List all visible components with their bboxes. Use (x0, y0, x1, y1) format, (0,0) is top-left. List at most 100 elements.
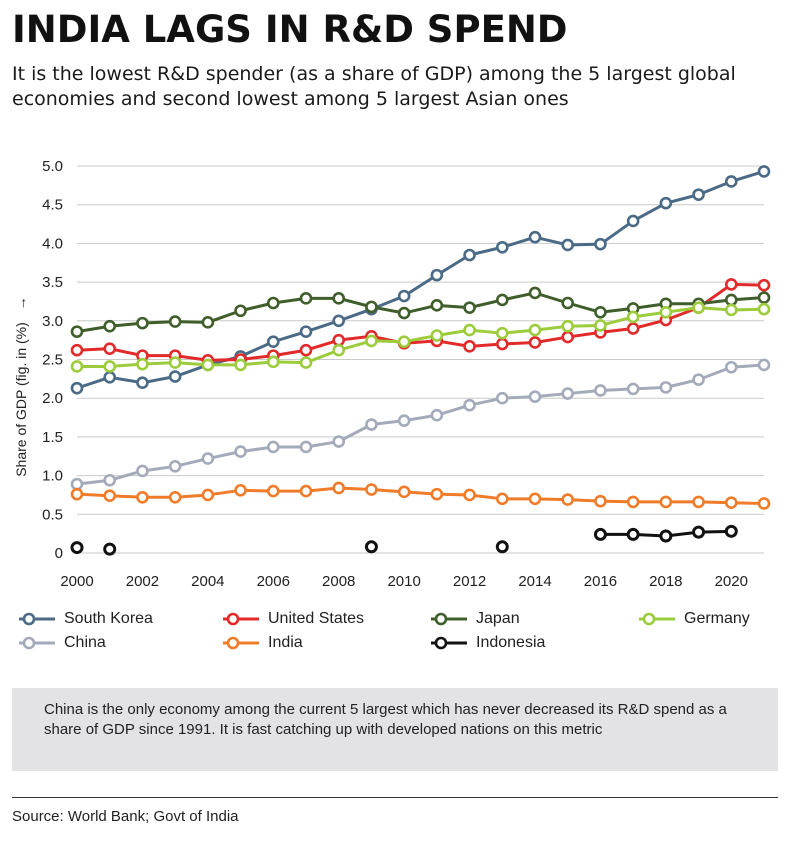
y-tick-label: 4.5 (42, 197, 63, 214)
data-point-india (234, 484, 247, 497)
data-point-china (757, 358, 771, 372)
data-point-indonesia (659, 529, 673, 543)
data-point-india (528, 492, 542, 506)
data-point-india (365, 483, 378, 496)
data-point-united-states (528, 336, 542, 349)
y-tick-label: 1.0 (42, 468, 63, 485)
data-point-india (136, 490, 149, 504)
data-point-indonesia (495, 540, 509, 554)
data-point-china (299, 440, 313, 454)
series-line-japan (76, 291, 765, 334)
legend-label: Germany (684, 610, 750, 627)
x-tick-label: 2000 (60, 573, 93, 590)
series-line-germany (77, 306, 765, 368)
x-tick-label: 2016 (584, 573, 617, 590)
data-point-indonesia (593, 527, 607, 541)
x-tick-label: 2012 (453, 573, 486, 590)
data-point-japan (103, 319, 117, 333)
data-point-south-korea (299, 325, 313, 338)
data-point-india (70, 487, 84, 501)
data-point-germany (626, 310, 640, 324)
legend-item-india: India (222, 634, 303, 652)
legend-swatch-india (223, 636, 259, 650)
data-point-south-korea (528, 230, 542, 244)
data-point-china (528, 390, 542, 403)
data-point-germany (103, 360, 117, 373)
data-point-japan (299, 292, 313, 305)
data-point-indonesia (364, 540, 378, 554)
legend-label: China (64, 634, 106, 651)
data-point-indonesia (70, 541, 84, 555)
data-point-india (299, 484, 313, 498)
series-line-india (76, 486, 765, 505)
data-point-south-korea (70, 381, 84, 395)
data-point-germany (659, 305, 673, 319)
data-point-india (397, 485, 411, 499)
data-point-japan (365, 300, 378, 314)
data-point-japan (430, 299, 444, 312)
legend-label: Japan (476, 610, 520, 627)
data-point-japan (136, 316, 149, 330)
data-point-south-korea (332, 314, 346, 328)
data-point-germany (299, 356, 313, 369)
data-point-united-states (103, 342, 117, 355)
x-tick-label: 2020 (715, 573, 748, 590)
data-point-india (757, 497, 771, 510)
data-point-south-korea (266, 335, 280, 348)
data-point-india (201, 488, 215, 502)
data-point-china (332, 435, 346, 448)
data-point-united-states (495, 337, 509, 351)
data-point-germany (397, 335, 411, 348)
x-tick-label: 2006 (257, 573, 290, 590)
data-point-china (266, 440, 280, 454)
data-point-south-korea (692, 188, 705, 201)
data-point-south-korea (168, 370, 182, 383)
series-line-china (76, 363, 765, 486)
series-line-south-korea (76, 169, 765, 390)
series-line-united-states (76, 282, 765, 362)
legend-item-south-korea: South Korea (18, 610, 153, 628)
data-point-united-states (299, 343, 313, 357)
data-point-china (626, 382, 640, 396)
data-point-japan (528, 286, 542, 300)
legend-label: Indonesia (476, 634, 546, 651)
data-point-indonesia (103, 542, 117, 556)
data-point-china (103, 473, 117, 487)
data-point-china (430, 408, 444, 422)
data-point-china (168, 460, 182, 473)
data-point-united-states (463, 340, 476, 353)
data-point-south-korea (136, 376, 149, 390)
data-point-germany (430, 329, 444, 342)
data-point-united-states (724, 278, 738, 291)
data-point-germany (724, 303, 738, 317)
data-point-china (136, 464, 149, 478)
data-point-south-korea (103, 371, 117, 384)
data-point-germany (136, 357, 149, 371)
data-point-south-korea (561, 238, 575, 252)
data-point-germany (692, 301, 705, 314)
data-point-united-states (332, 333, 346, 347)
data-point-china (692, 373, 705, 386)
data-point-india (692, 495, 705, 509)
data-point-india (495, 492, 509, 506)
data-point-japan (724, 293, 738, 307)
data-point-japan (561, 296, 575, 310)
data-point-india (168, 490, 182, 504)
data-point-germany (757, 302, 771, 316)
data-point-south-korea (430, 268, 444, 282)
data-point-south-korea (626, 214, 640, 228)
data-point-india (430, 487, 444, 501)
data-point-south-korea (397, 289, 411, 303)
x-tick-label: 2002 (126, 573, 159, 590)
data-point-japan (495, 293, 509, 307)
y-tick-label: 1.5 (42, 429, 63, 446)
data-point-south-korea (757, 165, 771, 178)
legend-label: United States (268, 610, 365, 627)
legend-swatch-indonesia (431, 636, 467, 650)
legend-swatch-germany (639, 612, 675, 626)
data-point-japan (70, 325, 84, 338)
data-point-china (561, 387, 575, 400)
data-point-japan (168, 315, 182, 328)
y-axis-arrow: → (13, 297, 29, 311)
data-point-japan (397, 306, 411, 320)
